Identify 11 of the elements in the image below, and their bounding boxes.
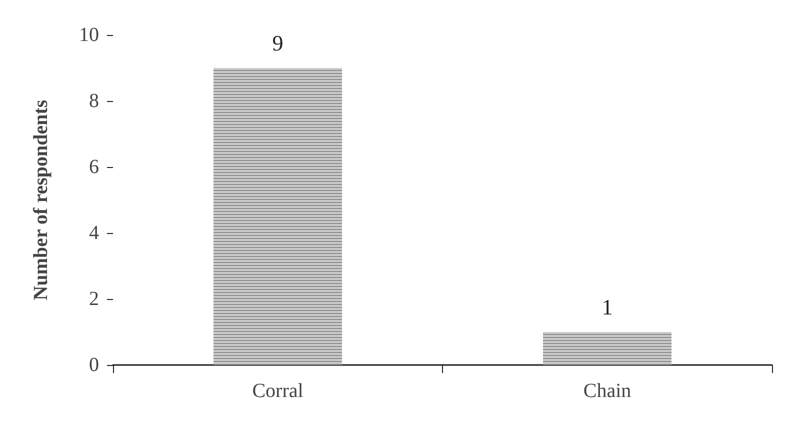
y-tick-label: 4 bbox=[89, 222, 99, 244]
y-tick-label: 0 bbox=[89, 354, 99, 376]
y-tick-label: 6 bbox=[89, 156, 99, 178]
y-tick-label: 2 bbox=[89, 288, 99, 310]
data-label: 9 bbox=[272, 30, 284, 56]
y-axis-title: Number of respondents bbox=[30, 100, 52, 300]
x-tick-label: Corral bbox=[252, 380, 304, 402]
data-label: 1 bbox=[602, 294, 613, 320]
x-tick-label: Chain bbox=[583, 380, 632, 402]
y-tick-label: 10 bbox=[79, 24, 99, 46]
y-tick-label: 8 bbox=[89, 90, 99, 112]
